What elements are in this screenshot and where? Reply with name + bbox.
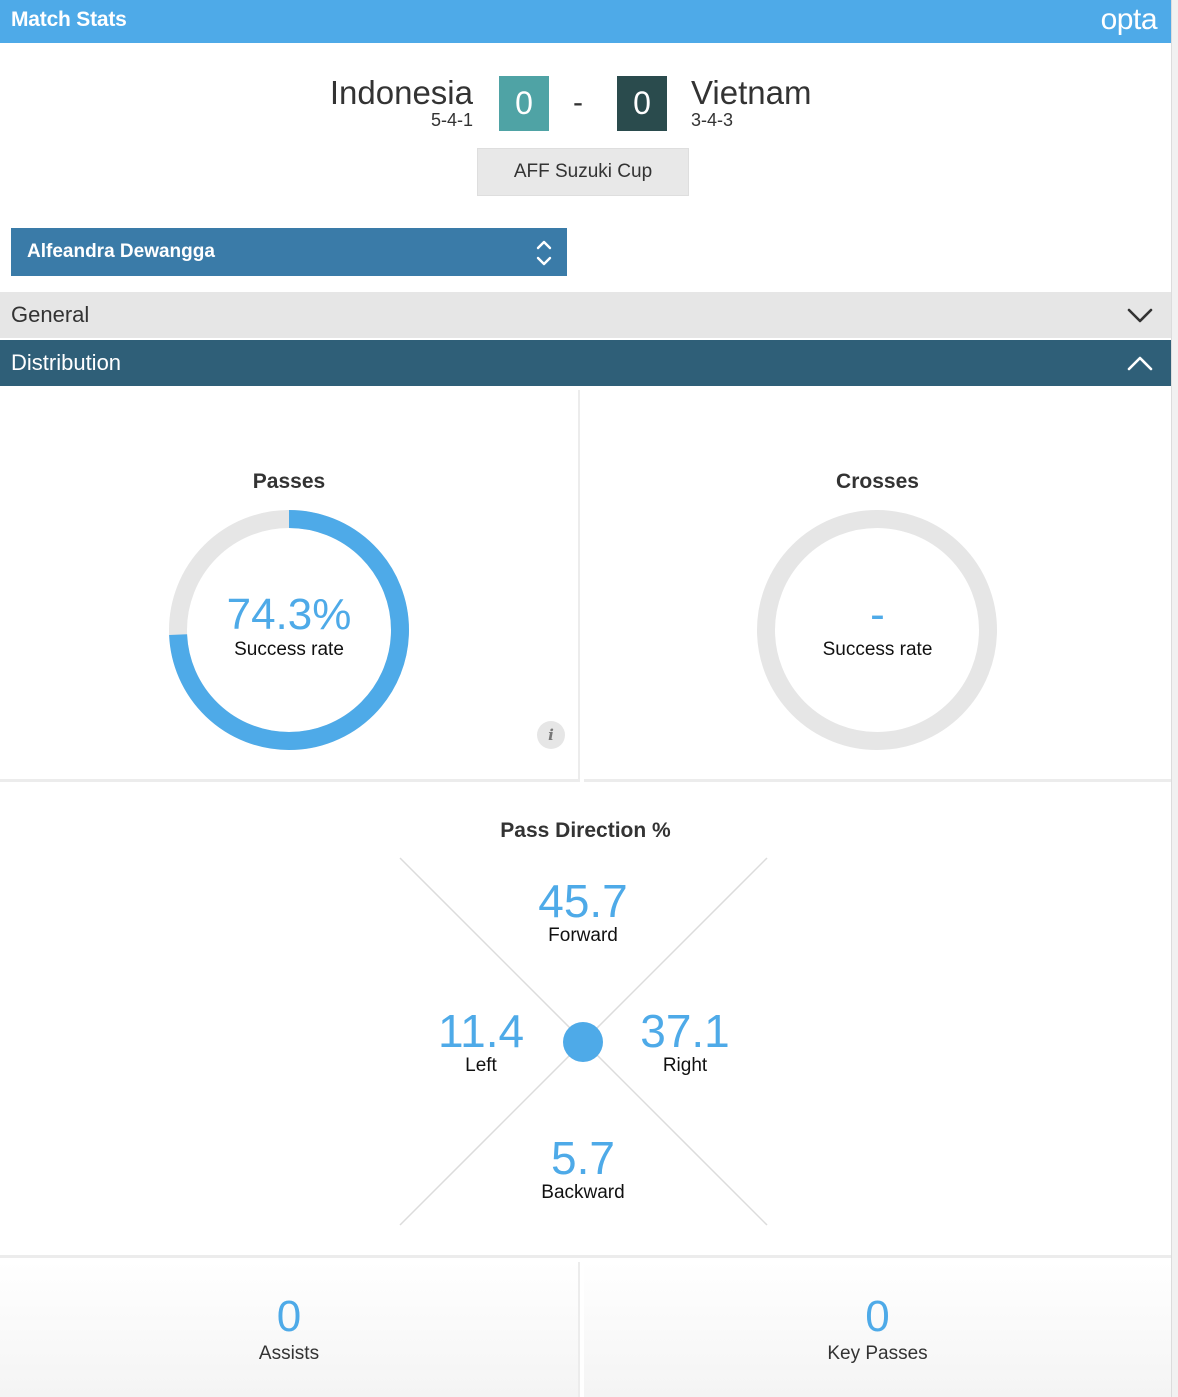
home-team: Indonesia 5-4-1 [329,74,473,131]
away-team-formation: 3-4-3 [691,110,734,130]
key-passes-value: 0 [865,1292,890,1341]
assists-panel: 0 Assists [0,1262,580,1397]
player-select[interactable]: Alfeandra Dewangga [11,228,567,276]
backward-label: Backward [541,1182,625,1203]
right-value: 37.1 [640,1005,730,1057]
home-team-name: Indonesia [329,74,473,111]
backward-value: 5.7 [551,1132,615,1184]
away-score: 0 [617,76,667,131]
info-icon[interactable]: i [537,721,565,749]
forward-label: Forward [548,925,618,946]
left-label: Left [465,1055,497,1076]
score-separator: - [573,86,583,119]
section-general[interactable]: General [0,292,1171,338]
chevron-up-icon [1127,356,1153,371]
passes-donut [169,510,409,750]
opta-logo: opta [1100,3,1158,36]
up-down-arrows-icon [536,240,552,266]
header-bar: Match Stats opta [0,0,1171,43]
section-general-label: General [11,302,90,327]
right-label: Right [662,1055,708,1076]
away-team: Vietnam 3-4-3 [691,74,812,131]
competition-button[interactable]: AFF Suzuki Cup [477,148,689,196]
crosses-value: - [870,590,885,639]
passes-title: Passes [252,470,326,493]
assists-label: Assists [258,1343,320,1364]
crosses-title: Crosses [836,470,919,493]
player-select-value: Alfeandra Dewangga [27,241,215,262]
crosses-donut [757,510,997,750]
home-score: 0 [499,76,549,131]
home-team-formation: 5-4-1 [430,110,473,130]
passes-value: 74.3% [226,590,352,639]
forward-value: 45.7 [538,875,628,927]
pass-direction-panel: Pass Direction % 45.7 Forward 11.4 Left … [0,786,1171,1258]
key-passes-panel: 0 Key Passes [584,1262,1171,1397]
scrollbar[interactable] [1171,0,1178,1397]
crosses-donut-track [757,510,997,750]
section-distribution-label: Distribution [11,350,122,375]
center-dot [563,1022,603,1062]
pass-direction-title: Pass Direction % [500,819,671,842]
passes-label: Success rate [234,639,344,660]
key-passes-label: Key Passes [827,1343,928,1364]
assists-value: 0 [276,1292,302,1341]
chevron-down-icon [1127,308,1153,323]
crosses-label: Success rate [822,639,933,660]
left-value: 11.4 [437,1005,525,1057]
crosses-panel: Crosses - Success rate [584,390,1171,782]
passes-panel: Passes 74.3% Success rate i [0,390,580,782]
section-distribution[interactable]: Distribution [0,340,1171,386]
passes-donut-arc [169,510,409,750]
header-title: Match Stats [11,8,127,31]
pass-direction-cross [399,857,768,1226]
away-team-name: Vietnam [691,74,812,111]
